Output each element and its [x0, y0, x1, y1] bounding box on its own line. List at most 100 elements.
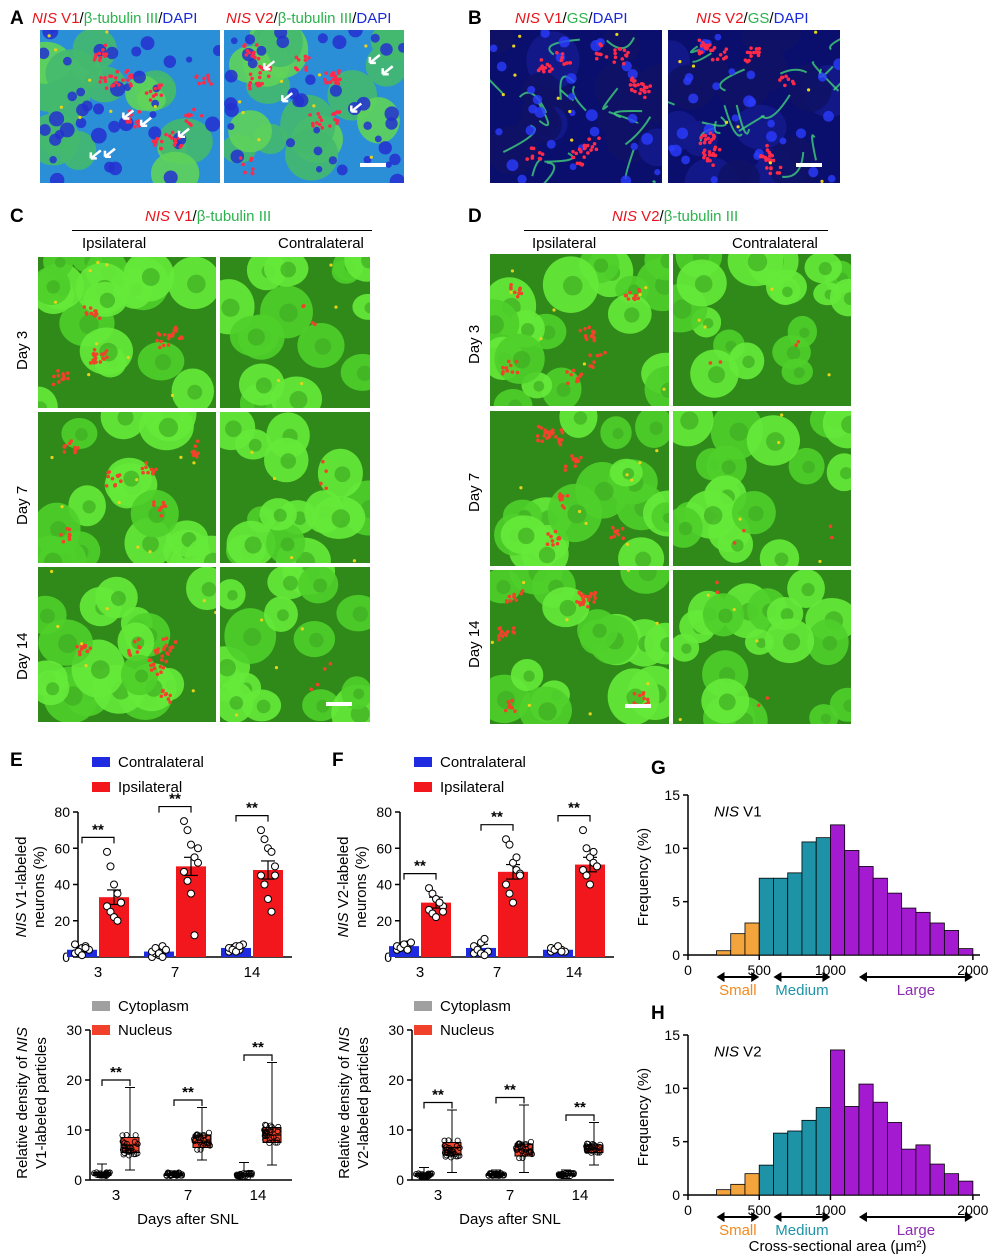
data-point — [594, 1149, 601, 1156]
data-point — [190, 931, 199, 940]
cell-nucleus — [361, 257, 370, 269]
dapi-nucleus — [131, 46, 142, 57]
nis-signal-dot — [777, 440, 781, 445]
nis-signal-dot — [646, 700, 651, 705]
nis-signal-dot — [257, 75, 262, 80]
data-point — [456, 1144, 463, 1151]
data-point — [81, 943, 90, 952]
nis-signal-dot — [621, 536, 626, 541]
dapi-nucleus — [149, 111, 157, 119]
nis-signal-dot — [206, 73, 210, 78]
data-point — [579, 866, 587, 874]
nis-signal-dot — [565, 493, 570, 498]
dapi-nucleus — [256, 45, 267, 56]
nis-signal-dot — [591, 365, 595, 370]
data-point — [121, 1149, 128, 1156]
dapi-nucleus — [230, 37, 238, 45]
cell-nucleus — [227, 590, 238, 601]
nis-signal-dot — [512, 631, 517, 635]
x-axis-label: Cross-sectional area (μm²) — [749, 1238, 927, 1255]
nis-signal-dot — [587, 137, 591, 141]
nis-signal-dot — [75, 644, 79, 649]
nis-signal-dot — [159, 506, 163, 510]
dapi-nucleus — [148, 126, 162, 140]
chart-e-neurons: Contralateral Ipsilateral 0 20 40 60 80 NIS V1-… — [13, 754, 292, 981]
nis-signal-dot — [708, 153, 712, 157]
dapi-nucleus — [710, 176, 718, 183]
nis-signal-dot — [514, 359, 519, 364]
cell-nucleus — [243, 627, 262, 647]
nis-signal-dot — [732, 607, 736, 612]
nis-signal-dot — [56, 373, 61, 378]
dapi-nucleus — [385, 117, 398, 130]
nis-signal-dot — [557, 535, 561, 540]
micrograph-c-contra-day7 — [220, 412, 370, 563]
x-tick-label: 500 — [748, 1202, 772, 1218]
cell-nucleus — [58, 634, 78, 654]
dapi-nucleus — [833, 58, 840, 71]
nis-signal-dot — [279, 79, 284, 84]
nis-signal-dot — [828, 524, 833, 529]
arrowhead-right-icon — [964, 1212, 973, 1222]
nis-signal-dot — [780, 413, 784, 417]
data-point — [257, 871, 265, 880]
nis-signal-dot — [580, 162, 585, 167]
nis-signal-dot — [329, 263, 333, 267]
panel-d-row-day3: Day 3 — [466, 324, 483, 364]
data-point — [241, 1171, 248, 1178]
nis-signal-dot — [586, 604, 590, 609]
cell-nucleus — [364, 302, 370, 314]
nis-signal-dot — [250, 450, 254, 454]
data-point — [204, 1140, 211, 1147]
nis-signal-dot — [78, 652, 82, 657]
y-axis-label-rest: Relative density of — [14, 1052, 31, 1179]
nis-signal-dot — [97, 51, 102, 56]
nis-signal-dot — [170, 645, 175, 650]
nis-signal-dot — [194, 75, 199, 80]
data-point — [502, 880, 510, 889]
nis-signal-dot — [501, 370, 505, 374]
nis-signal-dot — [294, 55, 299, 60]
data-point — [491, 1171, 498, 1178]
cell-nucleus — [187, 274, 206, 294]
data-point — [106, 862, 115, 871]
nis-signal-dot — [559, 428, 564, 432]
nis-signal-dot — [60, 505, 64, 509]
dapi-nucleus — [528, 104, 538, 114]
cell-nucleus — [818, 262, 832, 276]
neuron-cell — [340, 353, 370, 391]
nis-signal-dot — [633, 83, 638, 88]
dapi-nucleus — [163, 170, 178, 183]
glial-process — [735, 104, 751, 135]
panel-c-col-contralateral: Contralateral — [278, 235, 364, 252]
histogram-bar-small — [716, 950, 732, 956]
nis-signal-dot — [569, 372, 573, 377]
nis-signal-dot — [260, 81, 264, 86]
legend-label-cytoplasm: Cytoplasm — [118, 998, 189, 1015]
glial-process — [719, 68, 746, 92]
legend-label-contralateral: Contralateral — [440, 754, 526, 771]
nis-signal-dot — [107, 470, 112, 474]
nis-signal-dot — [192, 107, 196, 112]
x-tick-label: 0 — [684, 962, 692, 978]
chart-label-italic: NIS — [714, 803, 739, 820]
chart-label-italic: NIS — [714, 1043, 739, 1060]
x-tick-label: 7 — [171, 964, 179, 981]
nis-signal-dot — [164, 659, 169, 664]
nis-signal-dot — [711, 133, 716, 138]
data-point — [502, 835, 510, 844]
nis-signal-dot — [273, 476, 277, 481]
nis-signal-dot — [164, 643, 169, 648]
x-tick-label: 2000 — [957, 962, 988, 978]
nis-signal-dot — [318, 115, 322, 120]
nis-signal-dot — [513, 290, 517, 295]
nis-signal-dot — [768, 161, 773, 165]
glial-process — [624, 116, 652, 146]
nis-signal-dot — [250, 54, 254, 58]
nis-signal-dot — [336, 81, 341, 86]
nis-signal-dot — [191, 453, 196, 458]
data-point — [274, 1139, 281, 1146]
nis-signal-dot — [645, 85, 649, 90]
cell-nucleus — [793, 367, 805, 379]
dapi-nucleus — [823, 110, 834, 122]
